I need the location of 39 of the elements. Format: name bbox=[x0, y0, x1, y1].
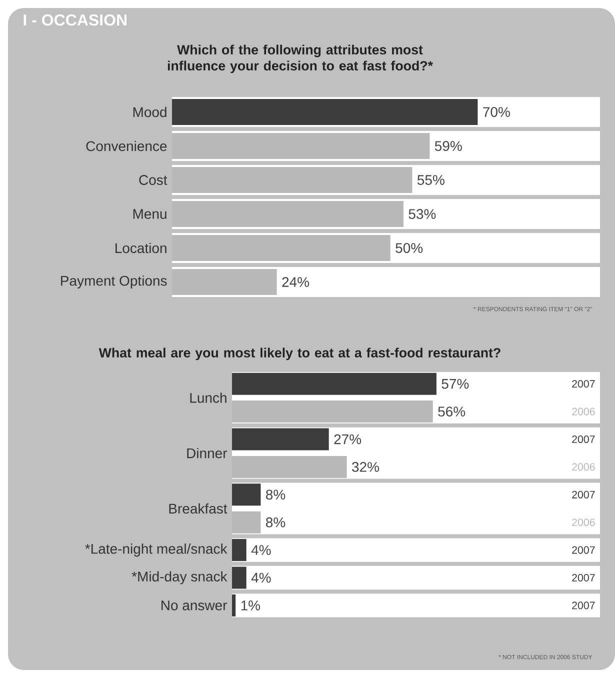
y-tick-label: Breakfast bbox=[169, 503, 228, 514]
y-tick-label: Convenience bbox=[86, 140, 167, 152]
data-label: 56% bbox=[438, 406, 466, 417]
text: 2006 bbox=[572, 408, 595, 416]
chart-title: What meal are you most likely to eat at a fast-food restaurant? bbox=[98, 348, 500, 360]
data-label: 8% bbox=[266, 490, 286, 500]
text: 2007 bbox=[572, 380, 595, 388]
data-label: 4% bbox=[251, 572, 271, 583]
text: 2007 bbox=[572, 490, 595, 498]
text: 2007 bbox=[572, 602, 595, 610]
y-tick-label: Mood bbox=[133, 106, 166, 118]
data-label: 27% bbox=[334, 434, 362, 444]
data-label: 1% bbox=[241, 600, 260, 610]
data-label: 59% bbox=[434, 141, 462, 151]
text: I - OCCASION bbox=[24, 14, 127, 26]
text: 2007 bbox=[572, 546, 595, 554]
y-tick-label: Location bbox=[116, 242, 166, 254]
data-label: 50% bbox=[396, 243, 423, 253]
y-tick-label: Menu bbox=[133, 209, 166, 219]
y-tick-label: *Late-night meal/snack bbox=[85, 544, 228, 557]
data-label: 24% bbox=[282, 277, 310, 287]
data-label: 70% bbox=[483, 107, 510, 117]
data-label: 32% bbox=[352, 462, 379, 472]
y-tick-label: No answer bbox=[162, 600, 228, 610]
data-label: 53% bbox=[408, 209, 436, 219]
y-tick-label: *Mid-day snack bbox=[132, 571, 228, 584]
y-tick-label: Cost bbox=[139, 175, 168, 185]
y-tick-label: Lunch bbox=[190, 392, 226, 403]
chart-title: Which of the following attributes most influence your decision to eat fast food?* bbox=[168, 44, 433, 74]
data-label: 57% bbox=[442, 378, 469, 389]
data-label: 4% bbox=[251, 545, 271, 555]
text: 2007 bbox=[572, 574, 595, 582]
text: 2007 bbox=[572, 435, 595, 444]
text: 2006 bbox=[572, 518, 595, 526]
text: 2006 bbox=[572, 463, 595, 471]
y-tick-label: Dinner bbox=[187, 448, 228, 458]
data-label: 55% bbox=[417, 175, 444, 185]
data-label: 8% bbox=[266, 517, 286, 528]
y-tick-label: Payment Options bbox=[61, 275, 167, 289]
